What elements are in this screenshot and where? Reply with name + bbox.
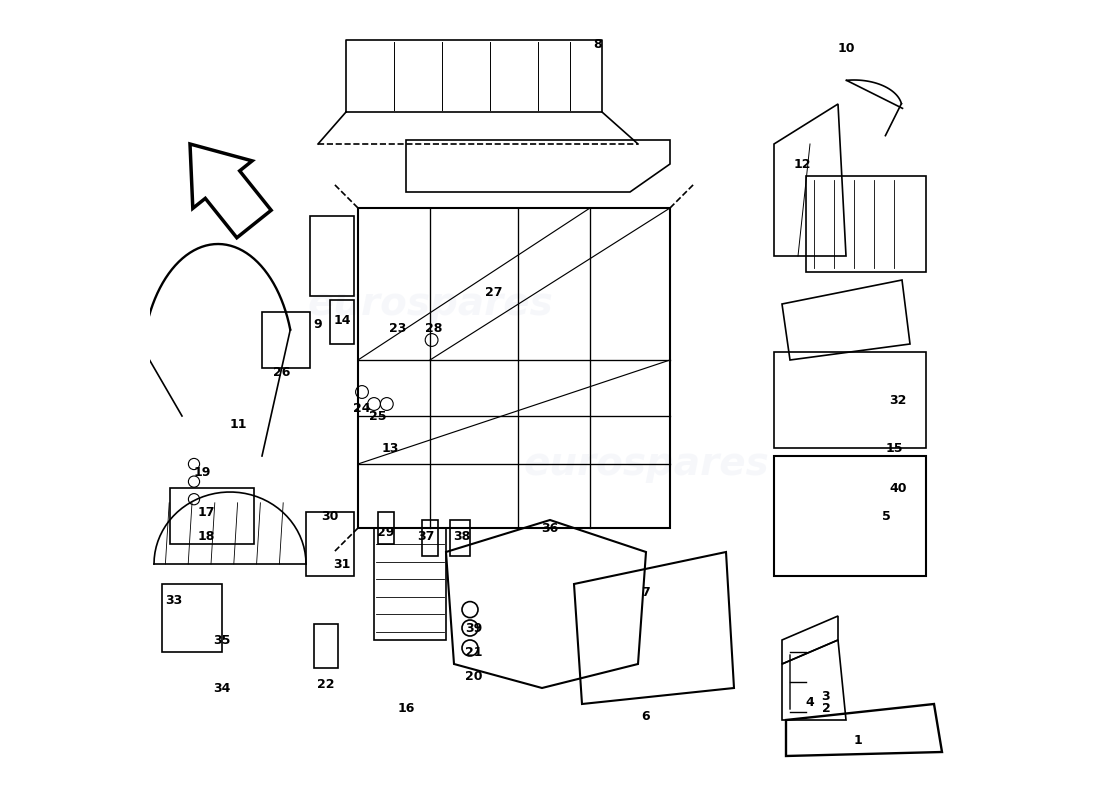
Text: 40: 40	[889, 482, 906, 494]
Text: 18: 18	[197, 530, 215, 542]
Text: 28: 28	[426, 322, 442, 334]
Text: 12: 12	[793, 158, 811, 170]
Text: 35: 35	[213, 634, 231, 646]
Text: 11: 11	[229, 418, 246, 430]
Text: 5: 5	[881, 510, 890, 522]
Text: 23: 23	[389, 322, 407, 334]
Text: 30: 30	[321, 510, 339, 522]
Text: 29: 29	[377, 526, 395, 538]
Text: 2: 2	[822, 702, 830, 714]
Text: 34: 34	[213, 682, 231, 694]
Text: eurospares: eurospares	[524, 445, 769, 483]
Text: 33: 33	[165, 594, 183, 606]
Text: 17: 17	[197, 506, 215, 518]
Text: 16: 16	[397, 702, 415, 714]
Text: 39: 39	[465, 622, 483, 634]
Text: 13: 13	[382, 442, 398, 454]
Text: eurospares: eurospares	[307, 285, 553, 323]
Text: 25: 25	[370, 410, 387, 422]
Text: 1: 1	[854, 734, 862, 746]
Text: 14: 14	[333, 314, 351, 326]
Text: 36: 36	[541, 522, 559, 534]
Text: 38: 38	[453, 530, 471, 542]
Text: 15: 15	[886, 442, 903, 454]
Text: 22: 22	[317, 678, 334, 690]
Text: 7: 7	[641, 586, 650, 598]
Text: 21: 21	[465, 646, 483, 658]
Text: 8: 8	[594, 38, 603, 50]
Text: 6: 6	[641, 710, 650, 722]
Text: 32: 32	[889, 394, 906, 406]
Text: 26: 26	[273, 366, 290, 378]
Text: 20: 20	[465, 670, 483, 682]
Text: 3: 3	[822, 690, 830, 702]
Text: 4: 4	[805, 696, 814, 709]
Text: 24: 24	[353, 402, 371, 414]
Text: 27: 27	[485, 286, 503, 298]
Text: 19: 19	[194, 466, 211, 478]
Text: 9: 9	[314, 318, 322, 330]
Text: 31: 31	[333, 558, 351, 570]
Text: 37: 37	[417, 530, 434, 542]
FancyArrow shape	[190, 144, 272, 238]
Text: 10: 10	[837, 42, 855, 54]
